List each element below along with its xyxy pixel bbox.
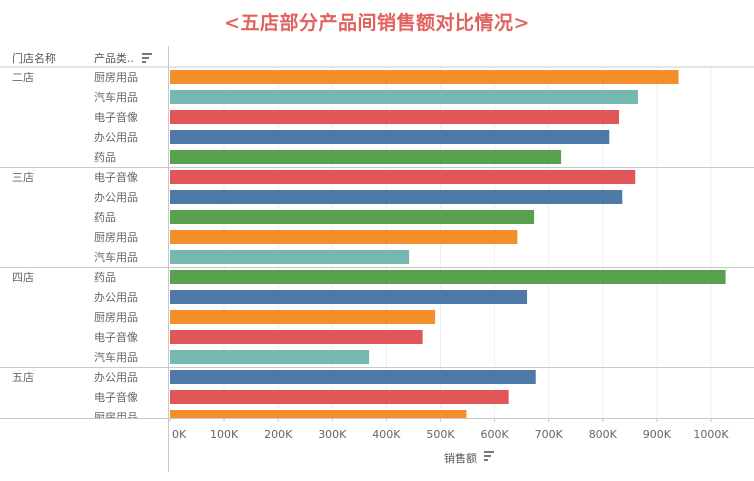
x-tick-label: 600K bbox=[480, 428, 509, 441]
category-sort-icon[interactable] bbox=[142, 53, 152, 63]
x-tick-label: 0K bbox=[172, 428, 187, 441]
x-tick-label: 1000K bbox=[693, 428, 729, 441]
group-separators bbox=[0, 46, 754, 472]
bar[interactable] bbox=[170, 310, 436, 324]
bar[interactable] bbox=[170, 330, 423, 344]
category-label: 厨房用品 bbox=[94, 71, 138, 84]
x-tick-label: 700K bbox=[535, 428, 564, 441]
store-column-header: 门店名称 bbox=[12, 51, 56, 65]
bar[interactable] bbox=[170, 150, 562, 164]
category-label: 办公用品 bbox=[94, 131, 138, 144]
bar[interactable] bbox=[170, 230, 518, 244]
bar[interactable] bbox=[170, 370, 536, 384]
store-label: 三店 bbox=[12, 170, 34, 184]
bar[interactable] bbox=[170, 90, 638, 104]
bar[interactable] bbox=[170, 210, 535, 224]
category-label: 汽车用品 bbox=[94, 250, 138, 264]
bar[interactable] bbox=[170, 170, 636, 184]
bar[interactable] bbox=[170, 270, 726, 284]
category-label: 汽车用品 bbox=[94, 90, 138, 104]
bar[interactable] bbox=[170, 290, 528, 304]
category-column-header: 产品类.. bbox=[94, 51, 134, 65]
store-label: 二店 bbox=[12, 70, 34, 84]
store-label: 四店 bbox=[12, 270, 34, 284]
category-label: 厨房用品 bbox=[94, 311, 138, 324]
bar[interactable] bbox=[170, 350, 370, 364]
x-axis-sort-icon[interactable] bbox=[484, 451, 494, 461]
bar[interactable] bbox=[170, 130, 610, 144]
category-label: 厨房用品 bbox=[94, 411, 138, 424]
category-label: 药品 bbox=[94, 151, 116, 164]
category-label: 电子音像 bbox=[94, 170, 138, 184]
category-label: 药品 bbox=[94, 271, 116, 284]
x-tick-label: 300K bbox=[318, 428, 347, 441]
category-label: 办公用品 bbox=[94, 291, 138, 304]
category-label: 厨房用品 bbox=[94, 231, 138, 244]
x-tick-label: 900K bbox=[643, 428, 672, 441]
x-axis-ticks: 0K 100K 200K 300K 400K 500K 600K 700K 800K 900K 10… bbox=[169, 418, 729, 441]
x-tick-label: 500K bbox=[426, 428, 455, 441]
x-tick-label: 400K bbox=[372, 428, 401, 441]
x-tick-label: 100K bbox=[210, 428, 239, 441]
x-tick-label: 200K bbox=[264, 428, 293, 441]
x-tick-label: 800K bbox=[589, 428, 618, 441]
category-label: 药品 bbox=[94, 211, 116, 224]
category-label: 办公用品 bbox=[94, 191, 138, 204]
chart-title: <五店部分产品间销售额对比情况> bbox=[224, 12, 530, 34]
category-label: 电子音像 bbox=[94, 110, 138, 124]
bar[interactable] bbox=[170, 190, 623, 204]
category-label: 办公用品 bbox=[94, 371, 138, 384]
category-label: 电子音像 bbox=[94, 330, 138, 344]
category-label: 电子音像 bbox=[94, 390, 138, 404]
x-axis-label: 销售额 bbox=[444, 451, 477, 465]
bar[interactable] bbox=[170, 70, 679, 84]
bar[interactable] bbox=[170, 250, 410, 264]
bars bbox=[170, 70, 726, 424]
bar[interactable] bbox=[170, 410, 467, 424]
category-label: 汽车用品 bbox=[94, 350, 138, 364]
store-label: 五店 bbox=[12, 370, 34, 384]
bar[interactable] bbox=[170, 110, 620, 124]
bar[interactable] bbox=[170, 390, 509, 404]
